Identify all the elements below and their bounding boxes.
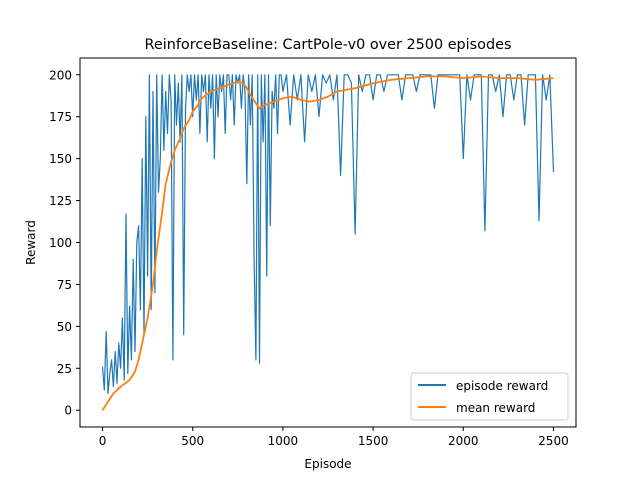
x-tick-label: 0 bbox=[99, 434, 107, 448]
y-tick-label: 100 bbox=[49, 236, 72, 250]
y-tick-label: 75 bbox=[57, 278, 72, 292]
y-tick-label: 150 bbox=[49, 152, 72, 166]
chart-title: ReinforceBaseline: CartPole-v0 over 2500… bbox=[145, 37, 512, 53]
x-tick-label: 1000 bbox=[268, 434, 299, 448]
legend-box bbox=[410, 372, 569, 421]
legend-label-mean-reward: mean reward bbox=[456, 401, 535, 415]
series-layer bbox=[101, 74, 555, 411]
y-tick-label: 0 bbox=[64, 404, 72, 418]
y-tick-label: 175 bbox=[49, 110, 72, 124]
x-tick-label: 2000 bbox=[448, 434, 479, 448]
x-axis-ticks: 0 500 1000 1500 2000 2500 bbox=[99, 427, 569, 448]
series-line-mean-reward bbox=[101, 75, 554, 411]
x-tick-label: 2500 bbox=[538, 434, 569, 448]
x-axis-label: Episode bbox=[304, 457, 351, 471]
y-axis-ticks: 0 25 50 75 100 125 150 175 200 bbox=[49, 68, 80, 418]
legend: episode reward mean reward bbox=[410, 372, 569, 421]
y-axis-label: Reward bbox=[24, 220, 38, 265]
legend-label-episode-reward: episode reward bbox=[456, 379, 548, 393]
y-tick-label: 125 bbox=[49, 194, 72, 208]
y-tick-label: 200 bbox=[49, 68, 72, 82]
y-tick-label: 50 bbox=[57, 320, 72, 334]
x-tick-label: 500 bbox=[181, 434, 204, 448]
y-tick-label: 25 bbox=[57, 362, 72, 376]
x-tick-label: 1500 bbox=[358, 434, 389, 448]
